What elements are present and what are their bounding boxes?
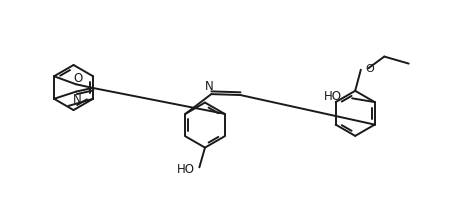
Text: HO: HO [177,163,195,176]
Text: HO: HO [324,90,342,103]
Text: N: N [204,80,213,93]
Text: O: O [365,64,374,74]
Text: N: N [73,93,81,106]
Text: O: O [74,72,83,85]
